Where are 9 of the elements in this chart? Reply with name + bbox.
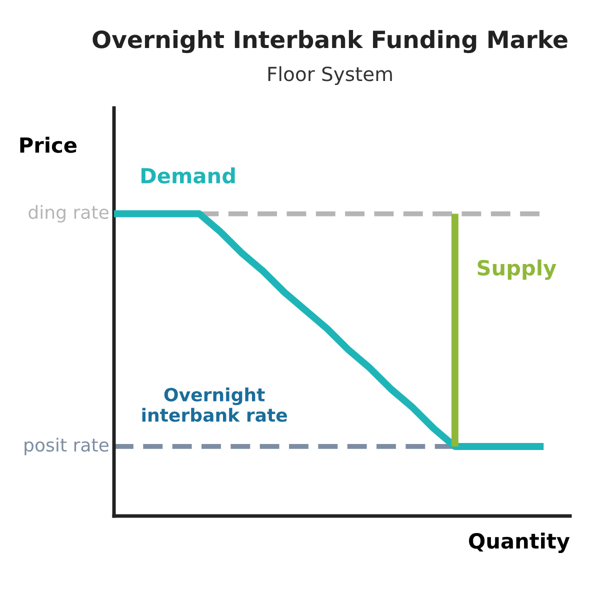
y-axis-title: Price [20, 136, 77, 153]
chart-title: Overnight Interbank Funding Marke [92, 30, 568, 54]
annotation: Supply [478, 260, 556, 280]
annotation: Overnight interbank rate [142, 388, 287, 422]
text: ding rate [28, 205, 108, 223]
x-axis-title: Quantity [468, 532, 570, 553]
series-label: posit rate [24, 438, 108, 456]
series-label: Demand [141, 167, 235, 184]
chart-subtitle: Floor System [268, 66, 392, 86]
